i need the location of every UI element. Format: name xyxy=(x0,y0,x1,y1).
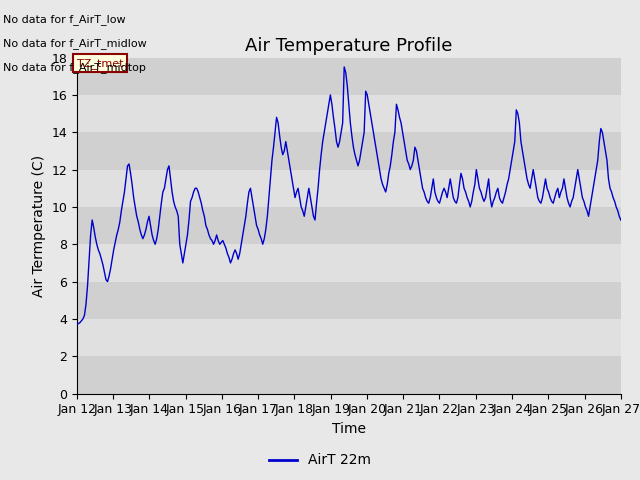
Text: No data for f_AirT_low: No data for f_AirT_low xyxy=(3,14,126,25)
Legend: AirT 22m: AirT 22m xyxy=(264,448,376,473)
Bar xyxy=(77,95,621,132)
Bar xyxy=(77,282,621,319)
Text: No data for f_AirT_midlow: No data for f_AirT_midlow xyxy=(3,38,147,49)
Bar xyxy=(77,207,621,244)
Bar xyxy=(77,356,621,394)
Bar xyxy=(77,132,621,169)
Text: No data for f_AirT_midtop: No data for f_AirT_midtop xyxy=(3,62,146,73)
X-axis label: Time: Time xyxy=(332,422,366,436)
Bar xyxy=(77,58,621,95)
Y-axis label: Air Termperature (C): Air Termperature (C) xyxy=(31,155,45,297)
Bar xyxy=(77,169,621,207)
Bar xyxy=(77,319,621,356)
Text: TZ_tmet: TZ_tmet xyxy=(77,58,124,69)
Bar xyxy=(77,244,621,282)
Title: Air Temperature Profile: Air Temperature Profile xyxy=(245,36,452,55)
